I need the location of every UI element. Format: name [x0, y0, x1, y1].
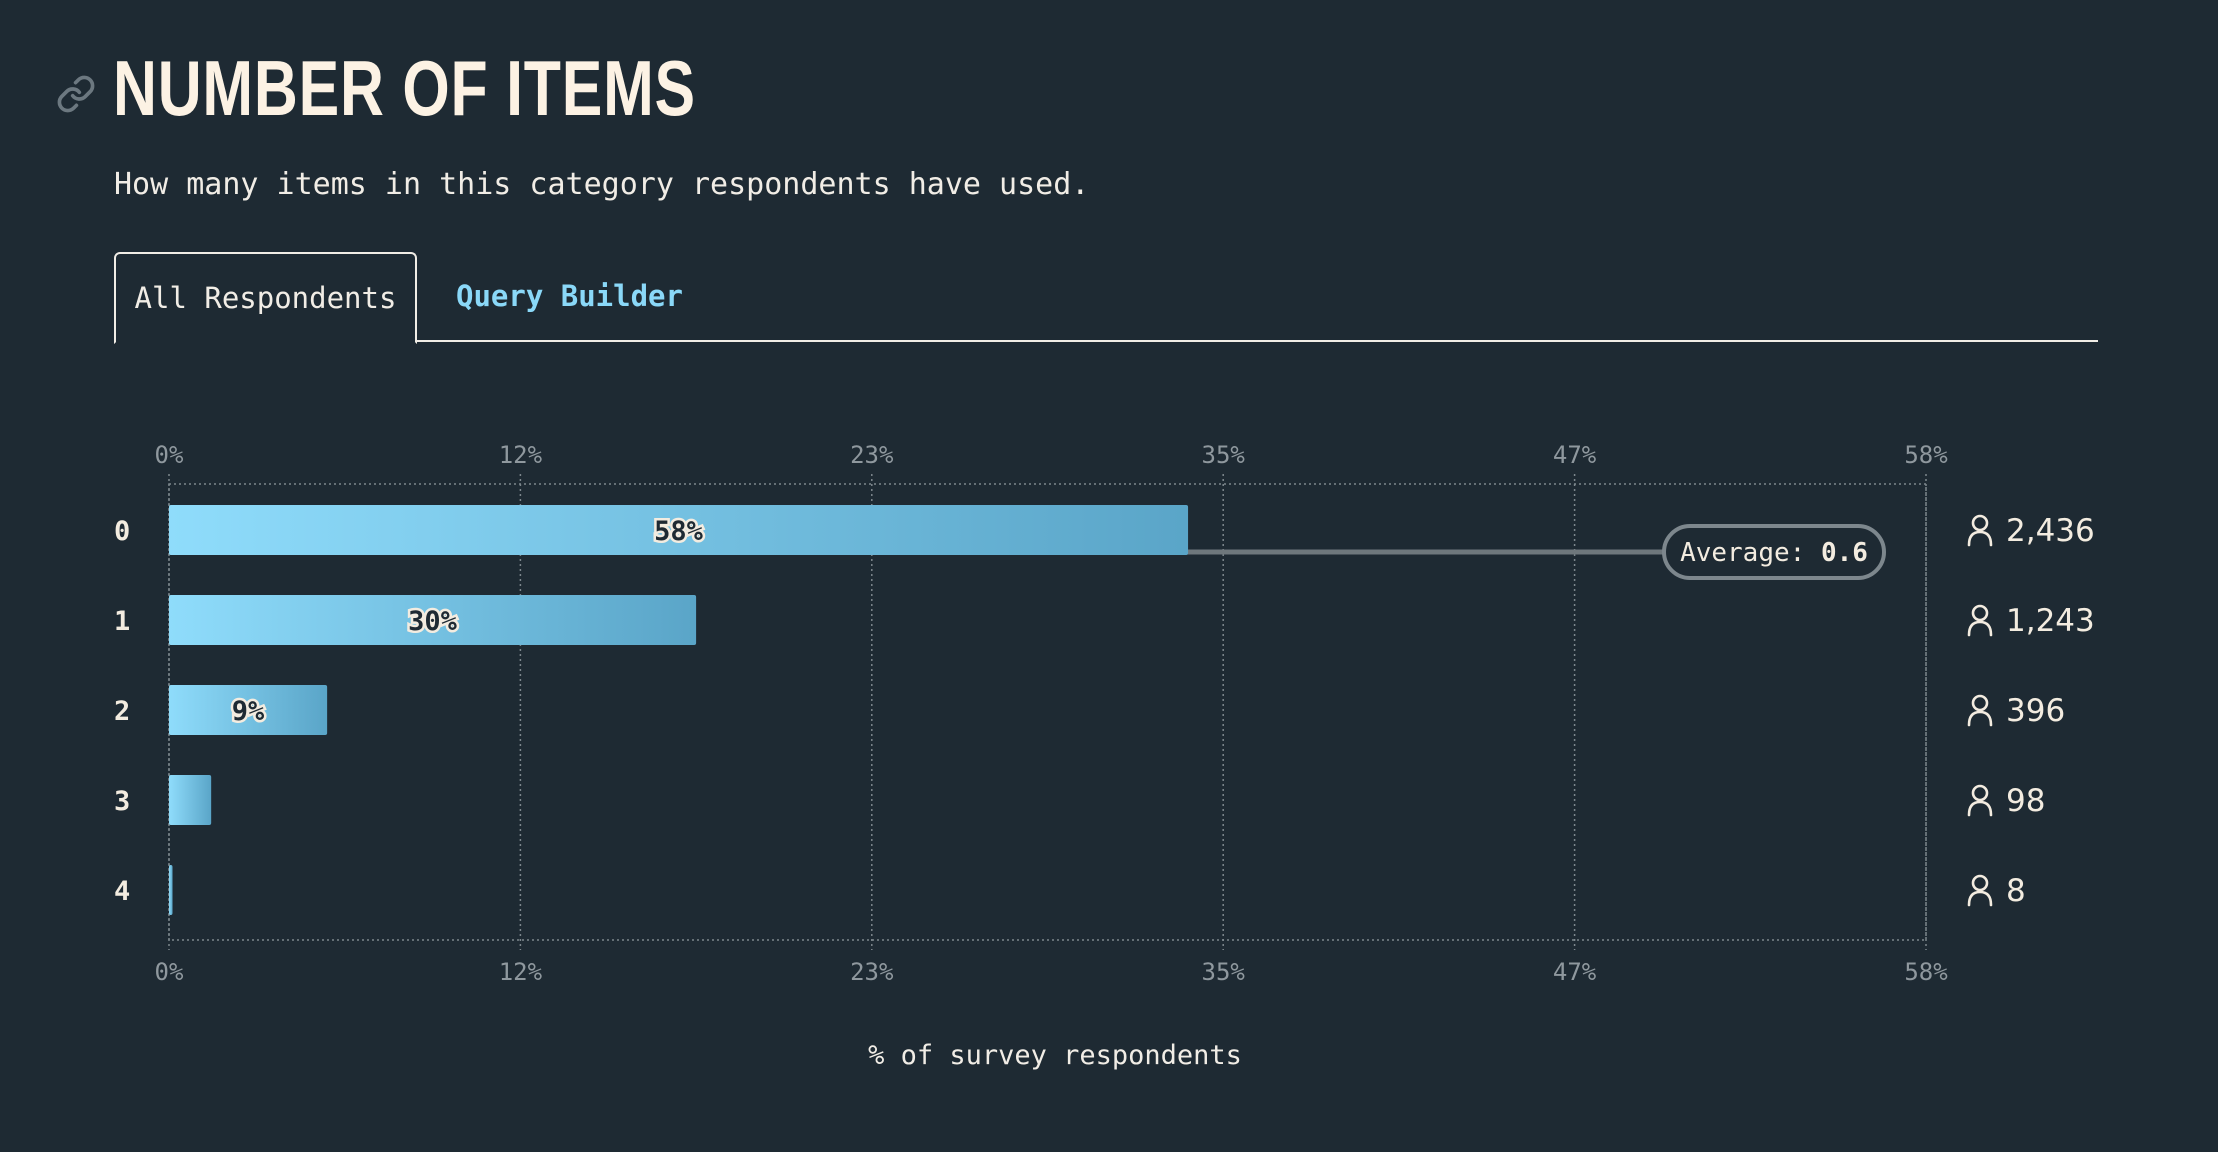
bar[interactable] — [169, 865, 173, 915]
x-axis-label: % of survey respondents — [868, 1040, 1242, 1071]
person-icon — [1967, 694, 1993, 727]
respondent-count: 2,436 — [2006, 513, 2095, 549]
category-label: 1 — [114, 606, 130, 637]
category-label: 2 — [114, 696, 130, 727]
x-tick-label: 23% — [850, 441, 894, 469]
x-ticks-top: 0% 12% 23% 35% 47% 58% — [155, 441, 1949, 469]
x-tick-label: 35% — [1202, 958, 1246, 986]
tab-all-respondents[interactable]: All Respondents — [114, 252, 417, 344]
person-icon — [1967, 604, 1993, 637]
person-icon — [1967, 784, 1993, 817]
x-tick-label: 58% — [1904, 441, 1948, 469]
respondent-count: 8 — [2006, 873, 2026, 909]
bar[interactable] — [169, 505, 1189, 555]
person-icon — [1967, 874, 1993, 907]
bar[interactable] — [169, 775, 212, 825]
bars: 58% 30% 9% — [169, 505, 1189, 915]
average-label: Average: — [1680, 538, 1821, 568]
x-tick-label: 0% — [155, 441, 184, 469]
x-tick-label: 47% — [1553, 441, 1597, 469]
average-badge — [1662, 524, 1886, 580]
x-tick-label: 23% — [850, 958, 894, 986]
respondent-count: 396 — [2006, 693, 2065, 729]
link-icon[interactable] — [56, 74, 96, 114]
category-labels: 0 1 2 3 4 — [114, 516, 130, 907]
x-tick-label: 12% — [499, 958, 543, 986]
bar[interactable] — [169, 595, 697, 645]
bar-value-label: 9% — [232, 696, 265, 727]
tab-query-builder[interactable]: Query Builder — [456, 279, 683, 313]
bar[interactable] — [169, 685, 328, 735]
respondent-count: 98 — [2006, 783, 2045, 819]
x-tick-label: 58% — [1904, 958, 1948, 986]
x-ticks-bottom: 0% 12% 23% 35% 47% 58% — [155, 958, 1949, 986]
average-value: 0.6 — [1821, 538, 1868, 568]
x-tick-label: 35% — [1202, 441, 1246, 469]
x-tick-label: 12% — [499, 441, 543, 469]
page-title: Number of Items — [113, 44, 696, 132]
average-text: Average: 0.6 — [1680, 538, 1868, 568]
category-label: 3 — [114, 786, 130, 817]
plot-frame — [168, 483, 1927, 941]
respondent-counts: 2,436 1,243 396 98 8 — [1967, 513, 2095, 909]
page-subtitle: How many items in this category responde… — [114, 167, 1090, 202]
tab-bar: All Respondents Query Builder — [114, 252, 2098, 344]
x-tick-label: 47% — [1553, 958, 1597, 986]
category-label: 0 — [114, 516, 130, 547]
person-icon — [1967, 514, 1993, 547]
category-label: 4 — [114, 876, 130, 907]
average-marker: Average: 0.6 — [1183, 524, 1886, 580]
respondent-count: 1,243 — [2006, 603, 2095, 639]
x-tick-label: 0% — [155, 958, 184, 986]
bar-chart: 0% 12% 23% 35% 47% 58% 0% 12% 23% 35% 47% 58% Aver… — [114, 441, 2095, 986]
bar-value-label: 30% — [408, 606, 458, 637]
bar-value-label: 58% — [654, 516, 704, 547]
